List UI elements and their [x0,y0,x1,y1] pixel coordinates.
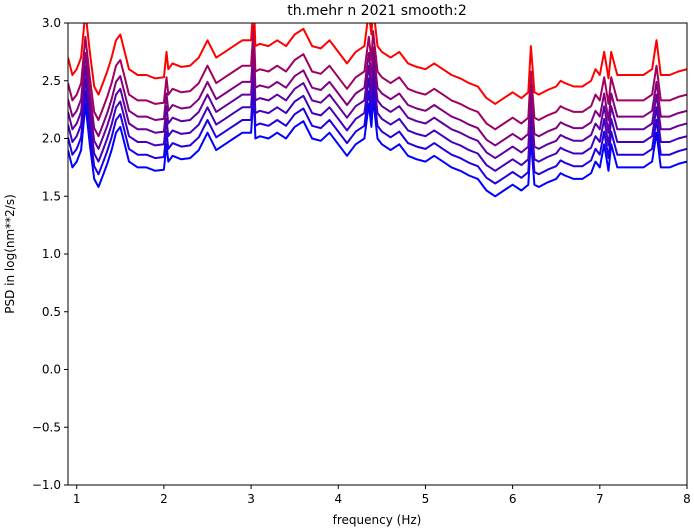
x-axis-label: frequency (Hz) [333,513,422,527]
x-tick-label: 5 [422,492,430,506]
x-tick-label: 3 [247,492,255,506]
y-tick-label: 0.5 [42,305,61,319]
x-tick-label: 1 [73,492,81,506]
series-line-7 [68,23,687,105]
series-line-5 [68,40,687,147]
y-tick-label: −0.5 [32,420,61,434]
y-tick-label: −1.0 [32,478,61,492]
y-tick-label: 2.5 [42,74,61,88]
y-tick-label: 0.0 [42,363,61,377]
chart-title: th.mehr n 2021 smooth:2 [287,3,467,19]
y-axis-label: PSD in log(nm**2/s) [3,194,17,314]
series-line-1 [68,91,687,198]
y-tick-label: 3.0 [42,16,61,30]
y-axis: −1.0 −0.5 0.0 0.5 1.0 1.5 2.0 2.5 3.0 [32,16,68,492]
x-tick-label: 8 [683,492,691,506]
series-line-2 [68,78,687,185]
series-line-4 [68,53,687,160]
y-tick-label: 1.0 [42,247,61,261]
y-tick-label: 1.5 [42,189,61,203]
x-tick-label: 7 [596,492,604,506]
series-line-6 [68,24,687,131]
x-tick-label: 6 [509,492,517,506]
series-group [68,23,687,198]
x-tick-label: 4 [334,492,342,506]
x-axis: 1 2 3 4 5 6 7 8 [73,485,691,506]
x-tick-label: 2 [160,492,168,506]
series-line-3 [68,65,687,172]
y-tick-label: 2.0 [42,132,61,146]
